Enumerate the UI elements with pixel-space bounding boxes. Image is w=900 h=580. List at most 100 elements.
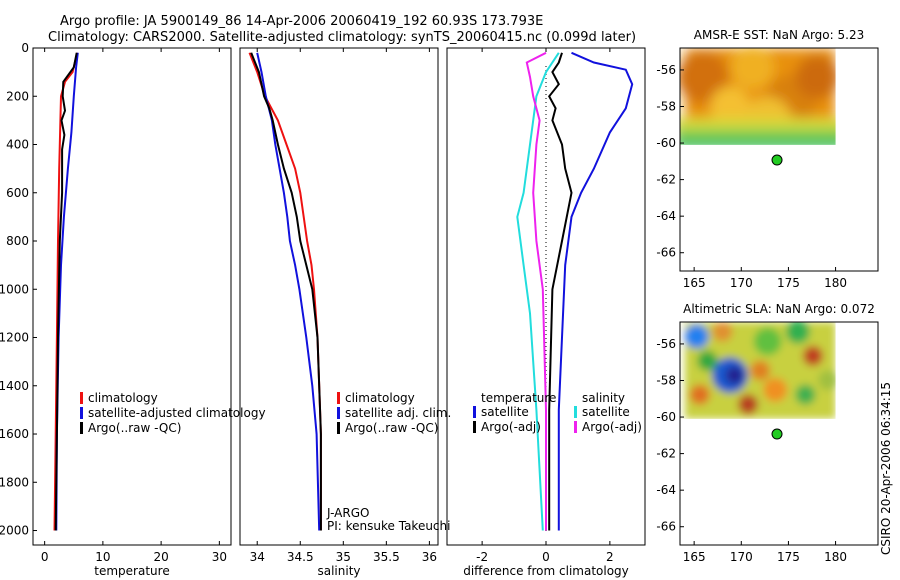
salinity-xtick-label: 34 <box>250 550 265 564</box>
salinity-xlabel: salinity <box>317 564 360 578</box>
sla-heatmap-cell <box>697 350 718 371</box>
temperature-ytick-label: 2000 <box>0 524 29 538</box>
temperature-xtick-label: 20 <box>153 550 168 564</box>
sst-xtick-label: 175 <box>777 276 800 290</box>
salinity-legend-label: satellite adj. clim. <box>345 406 451 420</box>
difference-legend-left-title: temperature <box>481 391 556 405</box>
difference-xtick-label: 2 <box>606 550 614 564</box>
salinity-annotation: J-ARGO <box>326 506 369 520</box>
sla-map-panel: Altimetric SLA: NaN Argo: 0.072 165 170 175… <box>656 302 879 564</box>
temperature-ytick-label: 1800 <box>0 475 29 489</box>
difference-series-line <box>525 51 547 531</box>
sst-heatmap-cell <box>680 51 729 104</box>
figure-title-line2: Climatology: CARS2000. Satellite-adjuste… <box>48 30 637 45</box>
salinity-xtick-label: 36 <box>422 550 437 564</box>
sla-axes-box <box>679 321 879 546</box>
sla-heatmap-cell <box>712 322 733 342</box>
sst-heatmap-band <box>680 137 846 149</box>
temperature-legend-swatch <box>80 392 83 404</box>
salinity-series-line <box>248 52 322 531</box>
temperature-legend-label: climatology <box>88 391 158 405</box>
sla-heatmap-cell <box>750 360 771 381</box>
salinity-legend-swatch <box>337 422 340 434</box>
sla-heatmap-cell <box>684 324 709 349</box>
sla-xtick-label: 180 <box>824 550 847 564</box>
temperature-legend-swatch <box>80 422 83 434</box>
sst-ytick-label: -66 <box>656 246 676 260</box>
salinity-xtick-label: 35.5 <box>373 550 400 564</box>
salinity-axes-box <box>239 47 439 546</box>
temperature-xtick-label: 30 <box>212 550 227 564</box>
difference-xtick-label: -2 <box>476 550 488 564</box>
sst-ytick-label: -58 <box>656 99 676 113</box>
temperature-ytick-label: 400 <box>6 138 29 152</box>
sst-xtick-label: 170 <box>730 276 753 290</box>
temperature-ytick-label: 600 <box>6 186 29 200</box>
salinity-annotation: PI: kensuke Takeuchi <box>327 519 450 533</box>
difference-xlabel: difference from climatology <box>463 564 629 578</box>
sla-heatmap <box>680 322 878 545</box>
sla-heatmap-cell <box>785 322 810 344</box>
salinity-xtick-label: 35 <box>336 550 351 564</box>
sla-heatmap-cell <box>795 384 816 405</box>
difference-xtick-label: 0 <box>542 550 550 564</box>
sla-xtick-label: 165 <box>683 550 706 564</box>
temperature-ytick-label: 1200 <box>0 331 29 345</box>
temperature-series-line <box>54 52 78 531</box>
salinity-series-line <box>256 52 321 531</box>
sst-ytick-label: -60 <box>656 136 676 150</box>
temperature-xlabel: temperature <box>94 564 169 578</box>
sla-heatmap-cell <box>725 366 744 385</box>
temperature-legend-swatch <box>80 407 83 419</box>
temperature-ytick-label: 1400 <box>0 379 29 393</box>
sst-map-title: AMSR-E SST: NaN Argo: 5.23 <box>694 28 864 42</box>
difference-legend-right-title: salinity <box>582 391 625 405</box>
difference-series-line <box>557 51 634 531</box>
sst-heatmap-cell <box>709 86 750 127</box>
sst-ytick-label: -56 <box>656 63 676 77</box>
sla-ytick-label: -62 <box>656 447 676 461</box>
temperature-ytick-label: 1000 <box>0 282 29 296</box>
difference-legend-left-label: satellite <box>481 405 529 419</box>
temperature-legend-label: Argo(..raw -QC) <box>88 421 181 435</box>
sla-ytick-label: -58 <box>656 373 676 387</box>
sst-map-panel: AMSR-E SST: NaN Argo: 5.23 165 170 175 180 -5… <box>656 28 879 290</box>
sla-ytick-label: -60 <box>656 410 676 424</box>
sst-heatmap-cell <box>795 55 840 100</box>
temperature-xtick-label: 10 <box>95 550 110 564</box>
salinity-legend-label: Argo(..raw -QC) <box>345 421 438 435</box>
sst-heatmap <box>680 48 878 271</box>
sst-xtick-label: 165 <box>683 276 706 290</box>
difference-series-line <box>548 52 573 531</box>
sla-heatmap-field <box>684 322 839 419</box>
sst-ytick-label: -62 <box>656 173 676 187</box>
difference-legend-left-swatch <box>473 421 476 433</box>
sla-map-title: Altimetric SLA: NaN Argo: 0.072 <box>683 302 875 316</box>
temperature-series-group <box>53 52 79 531</box>
sla-no-data-area <box>680 418 878 545</box>
sst-argo-position-marker <box>771 154 783 166</box>
temperature-xtick-label: 0 <box>41 550 49 564</box>
sst-axes-box <box>679 47 879 272</box>
difference-legend-right-label: satellite <box>582 405 630 419</box>
difference-legend-left-swatch <box>473 406 476 418</box>
salinity-panel: 34 34.5 35 35.5 36 salinity <box>239 47 439 578</box>
difference-legend-left-label: Argo(-adj) <box>481 420 541 434</box>
sst-heatmap-band <box>680 128 846 141</box>
sla-ytick-label: -56 <box>656 337 676 351</box>
sla-heatmap-cell <box>738 394 759 415</box>
sla-heatmap-cell <box>818 370 839 391</box>
sla-heatmap-cell <box>802 345 823 366</box>
sst-ytick-label: -64 <box>656 209 676 223</box>
difference-legend-right-swatch <box>574 421 577 433</box>
sla-xtick-label: 175 <box>777 550 800 564</box>
sla-heatmap-cell <box>753 327 782 356</box>
sla-ytick-label: -64 <box>656 483 676 497</box>
difference-legend-right-label: Argo(-adj) <box>582 420 642 434</box>
salinity-legend-label: climatology <box>345 391 415 405</box>
difference-series-group <box>516 51 634 531</box>
sst-heatmap-cell <box>730 48 775 90</box>
figure-title-line1: Argo profile: JA 5900149_86 14-Apr-2006 … <box>60 14 544 29</box>
